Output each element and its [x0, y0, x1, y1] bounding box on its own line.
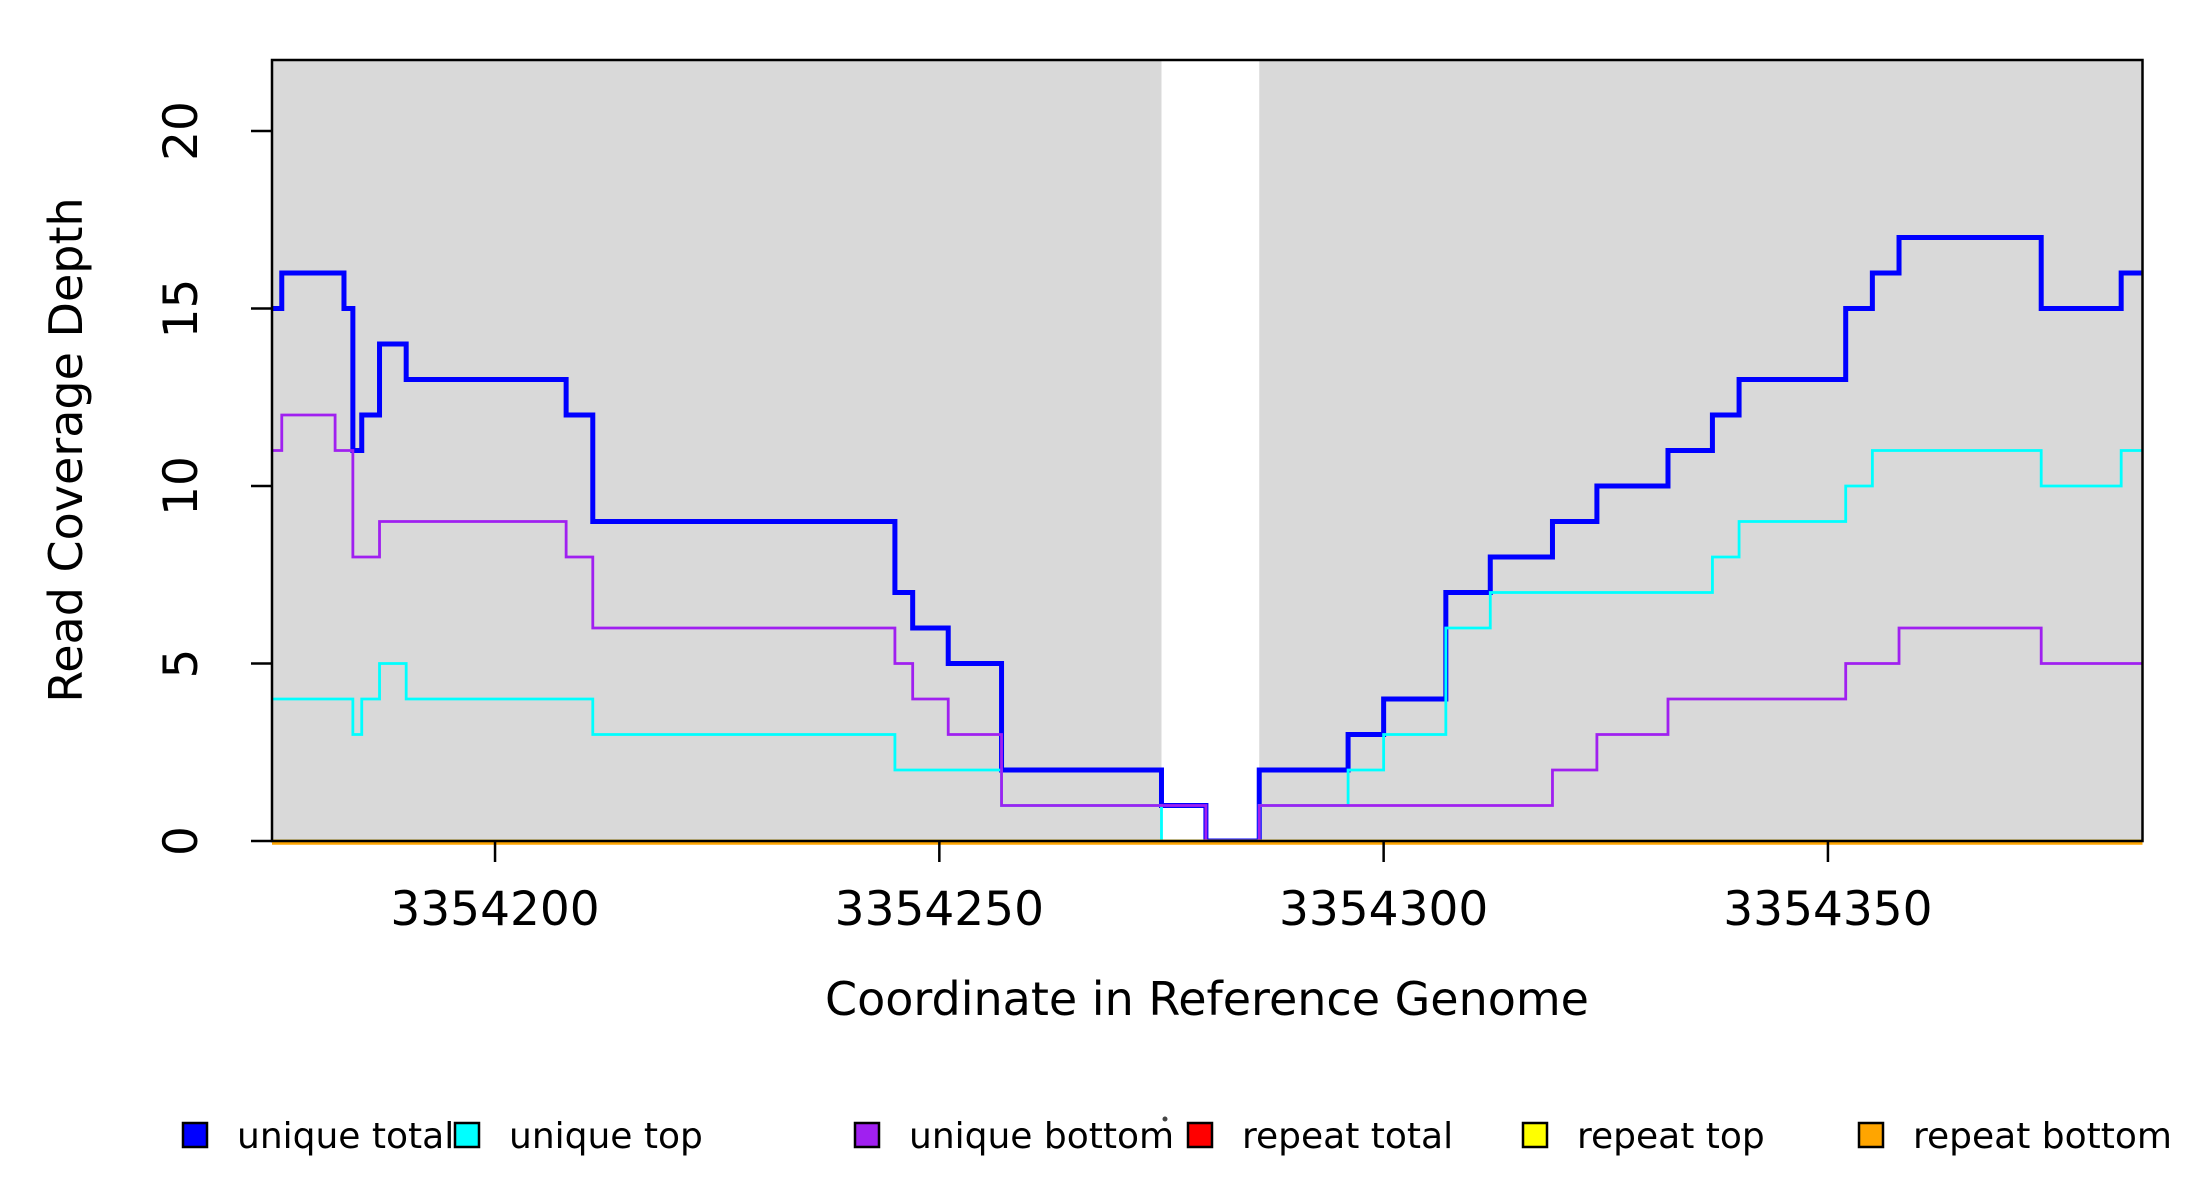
- shaded-region-0: [272, 60, 1162, 841]
- x-tick-label: 3354300: [1279, 882, 1488, 937]
- shaded-panels: [272, 60, 2143, 841]
- x-axis-title: Coordinate in Reference Genome: [825, 972, 1589, 1026]
- legend-swatch-icon: [1857, 1121, 1885, 1149]
- plot-border: [270, 58, 2144, 843]
- series-unique-bottom: [272, 413, 2143, 843]
- stray-dot: [1162, 1116, 1168, 1122]
- legend-item-label: repeat total: [1242, 1116, 1453, 1157]
- y-tick-label: 20: [154, 101, 209, 161]
- legend-swatch-icon: [853, 1121, 881, 1149]
- x-axis: 3354200 3354250 3354300 3354350: [390, 841, 1933, 937]
- legend-swatch-icon: [1186, 1121, 1214, 1149]
- legend-item-label: unique top: [509, 1116, 703, 1157]
- y-tick-label: 15: [154, 279, 209, 339]
- series-unique-top: [272, 449, 2143, 843]
- x-tick-label: 3354350: [1723, 882, 1932, 937]
- legend-item-repeat-total: repeat total: [1186, 1116, 1453, 1157]
- legend-item-unique-total: unique total: [181, 1116, 454, 1157]
- legend-item-label: repeat bottom: [1913, 1116, 2172, 1157]
- y-axis-title: Read Coverage Depth: [39, 197, 93, 702]
- legend-item-unique-bottom: unique bottom: [853, 1116, 1174, 1157]
- legend-swatch-icon: [453, 1121, 481, 1149]
- legend-swatch-icon: [1521, 1121, 1549, 1149]
- legend: unique total unique top unique bottom repea…: [181, 1116, 2172, 1157]
- legend-item-label: unique total: [237, 1116, 454, 1157]
- legend-item-unique-top: unique top: [453, 1116, 703, 1157]
- y-tick-label: 5: [154, 649, 209, 679]
- y-axis: 0 5 10 15 20: [154, 101, 272, 856]
- legend-item-repeat-top: repeat top: [1521, 1116, 1765, 1157]
- y-tick-label: 0: [154, 826, 209, 856]
- legend-item-repeat-bottom: repeat bottom: [1857, 1116, 2172, 1157]
- x-tick-label: 3354200: [390, 882, 599, 937]
- y-tick-label: 10: [154, 456, 209, 516]
- x-tick-label: 3354250: [835, 882, 1044, 937]
- legend-item-label: repeat top: [1577, 1116, 1765, 1157]
- legend-item-label: unique bottom: [909, 1116, 1174, 1157]
- legend-swatch-icon: [181, 1121, 209, 1149]
